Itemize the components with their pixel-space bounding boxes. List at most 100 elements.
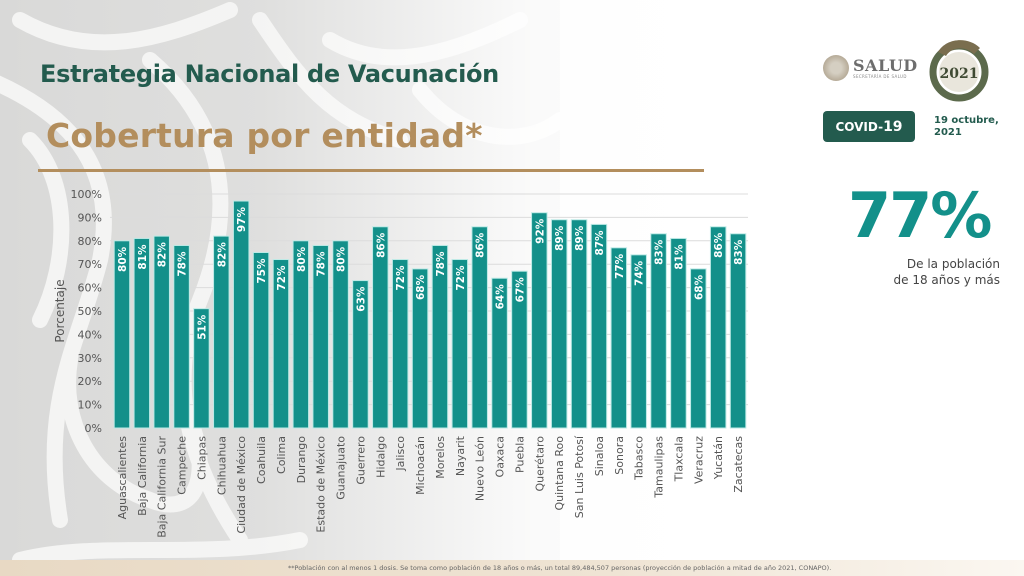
bar: [173, 244, 190, 429]
footnote: **Población con al menos 1 dosis. Se tom…: [288, 564, 832, 572]
bar-value-label: 86%: [713, 232, 725, 258]
bar-value-label: 83%: [654, 239, 666, 265]
kpi-caption-line-1: De la población: [906, 257, 1000, 271]
bar: [193, 308, 210, 429]
bar: [590, 223, 608, 429]
bar: [411, 268, 429, 429]
salud-logo: SALUD SECRETARÍA DE SALUD: [823, 55, 918, 81]
bar-value-label: 64%: [495, 284, 507, 310]
bar-value-label: 97%: [236, 207, 248, 233]
bar-value-label: 72%: [276, 265, 288, 291]
x-tick-label: Durango: [295, 436, 308, 484]
y-tick-label: 50%: [78, 305, 102, 318]
y-tick-label: 100%: [71, 188, 102, 201]
x-tick-label: San Luis Potosí: [573, 435, 586, 518]
bar-value-label: 83%: [733, 239, 745, 265]
bar-value-label: 72%: [455, 265, 467, 291]
bar: [690, 268, 707, 429]
bar-value-label: 77%: [614, 253, 626, 279]
x-tick-label: Hidalgo: [374, 436, 387, 478]
bar: [550, 219, 568, 429]
bar-value-label: 81%: [673, 244, 685, 270]
badge-number: 19: [883, 118, 903, 135]
bar-value-label: 89%: [554, 225, 566, 251]
x-tick-label: Morelos: [434, 436, 447, 479]
bar-value-label: 80%: [296, 246, 308, 272]
x-tick-label: Quintana Roo: [553, 436, 566, 511]
bar-value-label: 75%: [256, 258, 268, 284]
y-tick-label: 60%: [78, 282, 102, 295]
x-tick-label: Nayarit: [454, 435, 467, 476]
title-divider: [38, 169, 704, 172]
x-tick-label: Guerrero: [354, 436, 367, 485]
bar: [729, 233, 747, 429]
bar-value-label: 67%: [514, 277, 526, 303]
y-tick-label: 30%: [78, 352, 102, 365]
bar-value-label: 63%: [355, 286, 367, 312]
bar: [272, 259, 290, 429]
bar: [630, 254, 647, 429]
kpi-caption: De la población de 18 años y más: [860, 256, 1000, 288]
x-tick-label: Sinaloa: [593, 436, 606, 476]
x-tick-label: Puebla: [513, 436, 526, 473]
y-tick-label: 80%: [78, 235, 102, 248]
bar-value-label: 68%: [415, 274, 427, 300]
bar: [232, 200, 250, 429]
bar-value-label: 81%: [137, 244, 149, 270]
national-seal-icon: [823, 55, 849, 81]
y-tick-label: 10%: [78, 399, 102, 412]
bar-value-label: 87%: [594, 230, 606, 256]
bar: [491, 277, 508, 429]
bar: [670, 237, 687, 429]
bar-value-label: 92%: [534, 218, 546, 244]
bar-value-label: 78%: [177, 251, 189, 277]
x-tick-label: Nuevo León: [474, 436, 487, 501]
bar: [113, 240, 131, 429]
x-tick-label: Ciudad de México: [235, 436, 248, 534]
y-tick-label: 40%: [78, 328, 102, 341]
bar: [312, 244, 329, 429]
bar: [252, 252, 270, 429]
y-tick-label: 90%: [78, 211, 102, 224]
x-tick-label: Estado de México: [315, 436, 328, 533]
bar: [352, 280, 369, 429]
bar: [372, 226, 389, 429]
svg-text:2021: 2021: [940, 66, 979, 82]
x-tick-label: Jalisco: [394, 436, 407, 472]
bar-value-label: 86%: [375, 232, 387, 258]
bar-value-label: 80%: [336, 246, 348, 272]
bar-value-label: 51%: [196, 314, 208, 340]
x-tick-label: Querétaro: [533, 436, 546, 492]
x-tick-label: Michoacán: [414, 436, 427, 495]
x-tick-label: Baja California Sur: [156, 436, 169, 538]
x-tick-label: Coahuila: [255, 436, 268, 484]
bar: [570, 219, 588, 429]
x-tick-label: Tlaxcala: [672, 436, 685, 482]
bar: [531, 212, 548, 429]
report-date: 19 octubre, 2021: [934, 115, 999, 139]
date-line-2: 2021: [934, 127, 962, 138]
salud-wordmark: SALUD: [853, 55, 918, 75]
x-tick-label: Veracruz: [692, 436, 705, 484]
bar: [332, 240, 349, 429]
bar: [153, 235, 170, 429]
bar: [451, 259, 469, 429]
x-tick-label: Chiapas: [195, 436, 208, 480]
bar: [391, 259, 409, 429]
x-tick-label: Tamaulipas: [653, 436, 666, 499]
page-title: Estrategia Nacional de Vacunación: [40, 60, 499, 88]
bar-value-label: 78%: [435, 251, 447, 277]
bar: [133, 237, 151, 429]
bottom-strip: [0, 560, 1024, 576]
kpi-coverage-value: 77%: [848, 179, 992, 252]
x-tick-label: Oaxaca: [494, 436, 507, 477]
kpi-caption-line-2: de 18 años y más: [893, 273, 1000, 287]
bar-value-label: 82%: [157, 242, 169, 268]
x-tick-label: Sonora: [613, 436, 626, 475]
bar: [292, 240, 310, 429]
x-tick-label: Baja California: [136, 436, 149, 516]
x-tick-label: Guanajuato: [335, 436, 348, 500]
bar-value-label: 80%: [117, 246, 129, 272]
bar: [610, 247, 628, 429]
